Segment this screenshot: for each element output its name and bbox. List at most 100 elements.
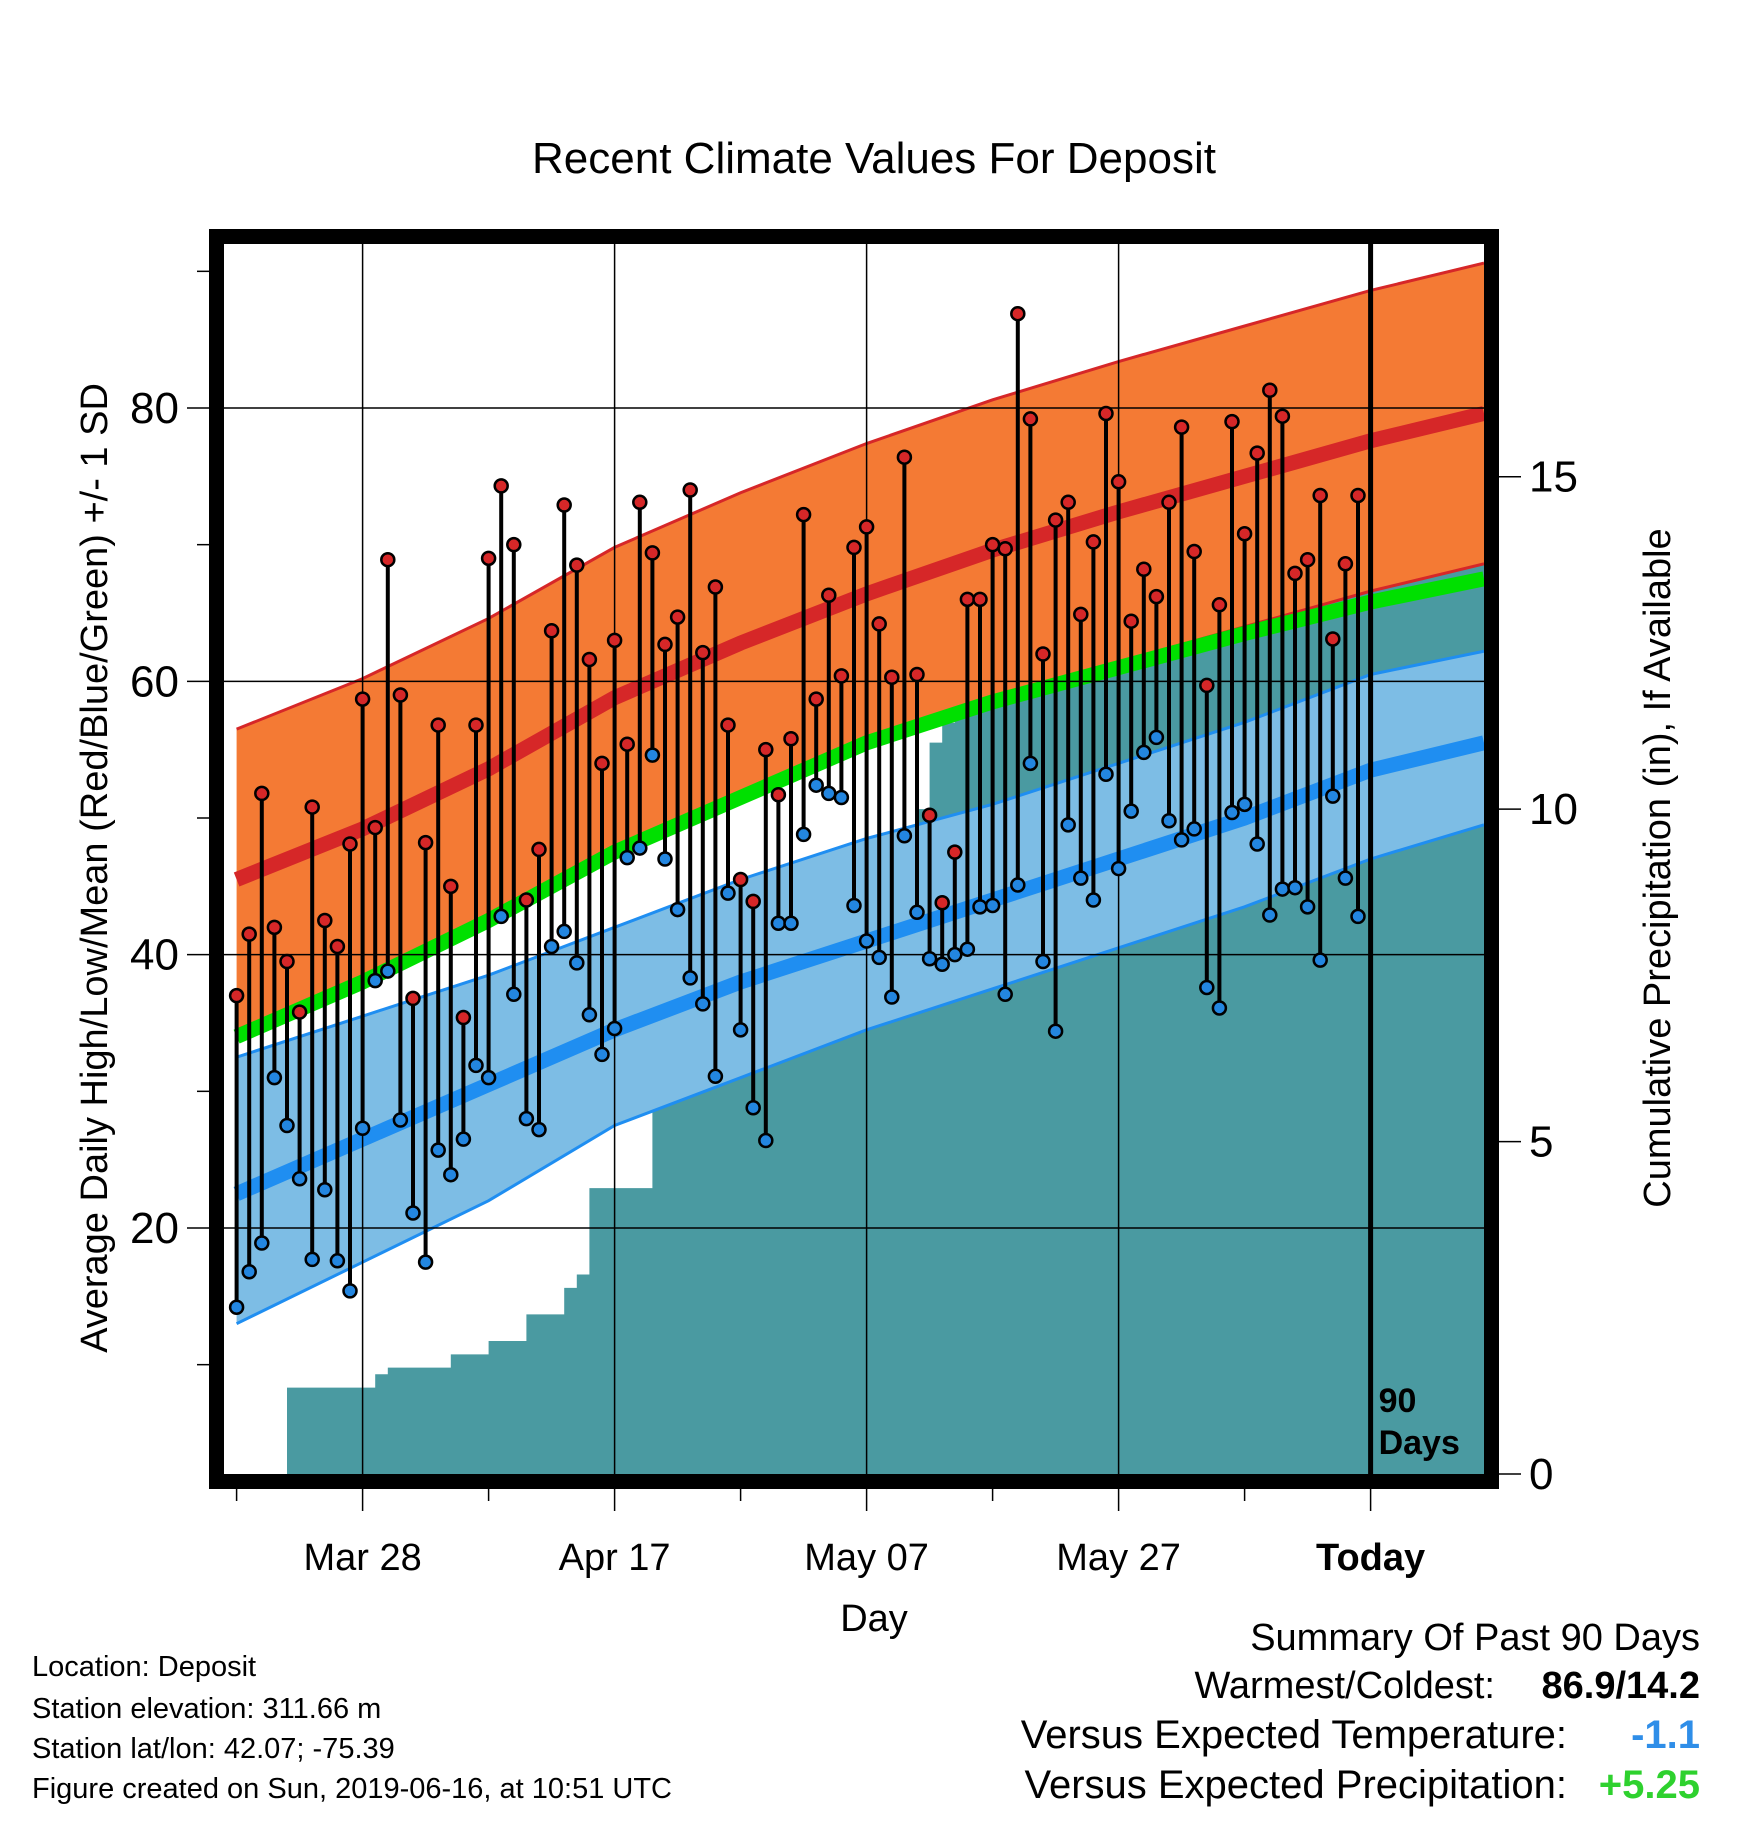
high-point xyxy=(228,987,245,1004)
high-point xyxy=(581,651,598,668)
low-point xyxy=(468,1057,484,1074)
high-point xyxy=(380,551,396,568)
location-text: Location: Deposit xyxy=(32,1651,256,1683)
low-point xyxy=(455,1131,472,1147)
high-point xyxy=(1073,606,1089,623)
low-point xyxy=(909,904,925,921)
low-point xyxy=(1148,729,1165,746)
low-point xyxy=(871,949,887,966)
low-point xyxy=(417,1254,434,1270)
high-point xyxy=(367,819,383,836)
low-point xyxy=(644,747,661,763)
low-point xyxy=(543,938,560,955)
high-point xyxy=(1035,646,1051,662)
low-point xyxy=(1337,870,1354,886)
low-point xyxy=(228,1299,245,1316)
high-point xyxy=(1161,494,1177,511)
x-tick-label: May 07 xyxy=(804,1537,929,1579)
high-point xyxy=(594,755,610,772)
high-point xyxy=(997,541,1013,557)
low-point xyxy=(720,885,736,901)
x-tick-label: Mar 28 xyxy=(303,1537,421,1579)
low-point xyxy=(1236,796,1253,813)
high-point xyxy=(468,717,484,733)
low-point xyxy=(518,1110,535,1127)
low-point xyxy=(1035,953,1051,970)
high-point xyxy=(720,717,736,733)
low-point xyxy=(984,897,1001,914)
low-point xyxy=(342,1283,358,1299)
low-point xyxy=(1224,804,1240,821)
low-point xyxy=(380,963,396,979)
low-point xyxy=(1110,860,1127,877)
high-point xyxy=(959,591,976,608)
high-point xyxy=(657,636,673,653)
high-point xyxy=(405,990,421,1007)
low-point xyxy=(833,789,850,806)
left-axis-label: Average Daily High/Low/Mean (Red/Blue/Gr… xyxy=(74,383,116,1353)
high-point xyxy=(695,644,711,661)
high-point xyxy=(606,632,623,649)
low-point xyxy=(1325,788,1341,804)
right-tick-label: 10 xyxy=(1529,785,1578,834)
high-point xyxy=(531,841,547,858)
right-axis-label: Cumulative Precipitation (in), If Availa… xyxy=(1637,528,1679,1207)
summary-title: Summary Of Past 90 Days xyxy=(1250,1617,1700,1659)
high-point xyxy=(266,919,283,936)
high-point xyxy=(455,1009,472,1026)
low-point xyxy=(569,955,585,971)
high-point xyxy=(329,938,346,955)
high-point xyxy=(493,478,509,494)
high-point xyxy=(480,550,497,567)
high-point xyxy=(732,871,749,888)
low-point xyxy=(669,901,686,918)
low-point xyxy=(921,951,938,967)
high-point xyxy=(871,616,887,632)
chart-title: Recent Climate Values For Deposit xyxy=(532,134,1216,183)
low-point xyxy=(770,915,787,931)
high-point xyxy=(1123,613,1139,629)
low-point xyxy=(1186,821,1202,837)
high-point xyxy=(1148,588,1165,605)
temp-vs-expected-label: Versus Expected Temperature: xyxy=(1021,1713,1567,1757)
high-point xyxy=(1350,487,1366,504)
high-point xyxy=(1098,405,1114,422)
low-point xyxy=(1060,817,1076,833)
low-point xyxy=(392,1112,409,1128)
low-point xyxy=(556,923,572,940)
high-point xyxy=(682,482,698,498)
high-point xyxy=(1085,534,1102,550)
low-point xyxy=(934,956,950,972)
plot-area: 90 Days 20 40 60 80 0 5 10 15 Mar 28 Apr 17 May 07 Ma… xyxy=(130,229,1578,1579)
high-point xyxy=(1262,382,1278,398)
low-point xyxy=(959,941,976,957)
high-point xyxy=(884,669,900,685)
low-point xyxy=(1073,870,1089,886)
low-point xyxy=(783,915,799,931)
high-point xyxy=(1047,512,1064,528)
low-point xyxy=(506,986,522,1003)
low-point xyxy=(493,908,509,925)
low-point xyxy=(1136,744,1152,761)
high-point xyxy=(569,557,585,573)
high-point xyxy=(1136,561,1152,578)
precip-vs-expected-value: +5.25 xyxy=(1599,1763,1700,1807)
high-point xyxy=(1022,411,1039,427)
precip-vs-expected-label: Versus Expected Precipitation: xyxy=(1024,1763,1567,1807)
high-point xyxy=(279,953,295,970)
x-axis-label: Day xyxy=(840,1598,908,1640)
left-tick-label: 80 xyxy=(130,384,179,433)
low-point xyxy=(1211,1000,1228,1016)
x-tick-label: May 27 xyxy=(1056,1537,1181,1579)
high-point xyxy=(934,894,950,911)
high-point xyxy=(354,691,371,707)
high-point xyxy=(1299,551,1316,568)
low-point xyxy=(531,1121,547,1138)
low-point xyxy=(606,1020,623,1037)
low-point xyxy=(1085,892,1102,908)
high-point xyxy=(1173,419,1190,435)
high-point xyxy=(430,717,446,733)
high-point xyxy=(808,691,824,707)
low-point xyxy=(657,851,673,867)
low-point xyxy=(1350,908,1366,925)
